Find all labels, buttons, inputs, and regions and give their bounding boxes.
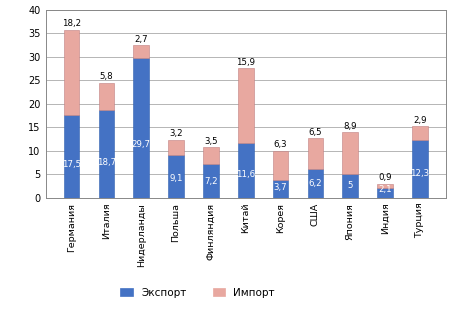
Text: 5: 5 [348, 181, 353, 189]
Text: 6,5: 6,5 [308, 128, 322, 137]
Bar [273, 151, 288, 180]
Text: 15,9: 15,9 [236, 58, 255, 67]
Bar [273, 180, 288, 198]
Bar [133, 58, 149, 198]
Bar [342, 132, 358, 174]
Text: 5,8: 5,8 [100, 72, 113, 81]
Bar [99, 83, 114, 110]
Bar [412, 126, 428, 140]
Text: 7,2: 7,2 [204, 177, 217, 186]
Text: 0,9: 0,9 [378, 173, 392, 182]
Text: 6,3: 6,3 [274, 140, 288, 149]
Text: 18,2: 18,2 [62, 19, 81, 28]
Bar [412, 140, 428, 198]
Bar [133, 45, 149, 58]
Bar [99, 110, 114, 198]
Bar [308, 169, 323, 198]
Bar [377, 184, 393, 188]
Text: 8,9: 8,9 [344, 122, 357, 131]
Bar [64, 115, 79, 198]
Bar [168, 155, 184, 198]
Legend: Экспорт, Импорт: Экспорт, Импорт [116, 283, 279, 302]
Bar [377, 188, 393, 198]
Bar [64, 30, 79, 115]
Bar [168, 140, 184, 155]
Text: 18,7: 18,7 [97, 158, 116, 167]
Text: 6,2: 6,2 [308, 179, 322, 188]
Text: 2,7: 2,7 [134, 35, 148, 44]
Text: 12,3: 12,3 [410, 168, 430, 178]
Text: 3,5: 3,5 [204, 137, 217, 146]
Text: 2,9: 2,9 [413, 116, 427, 125]
Text: 29,7: 29,7 [131, 140, 151, 149]
Text: 11,6: 11,6 [236, 170, 255, 179]
Text: 17,5: 17,5 [62, 160, 81, 169]
Text: 2,1: 2,1 [378, 185, 392, 194]
Bar [308, 138, 323, 169]
Bar [203, 164, 219, 198]
Text: 9,1: 9,1 [169, 174, 183, 183]
Bar [342, 174, 358, 198]
Text: 3,7: 3,7 [274, 183, 288, 192]
Bar [238, 68, 253, 143]
Bar [203, 147, 219, 164]
Text: 3,2: 3,2 [169, 130, 183, 138]
Bar [238, 143, 253, 198]
